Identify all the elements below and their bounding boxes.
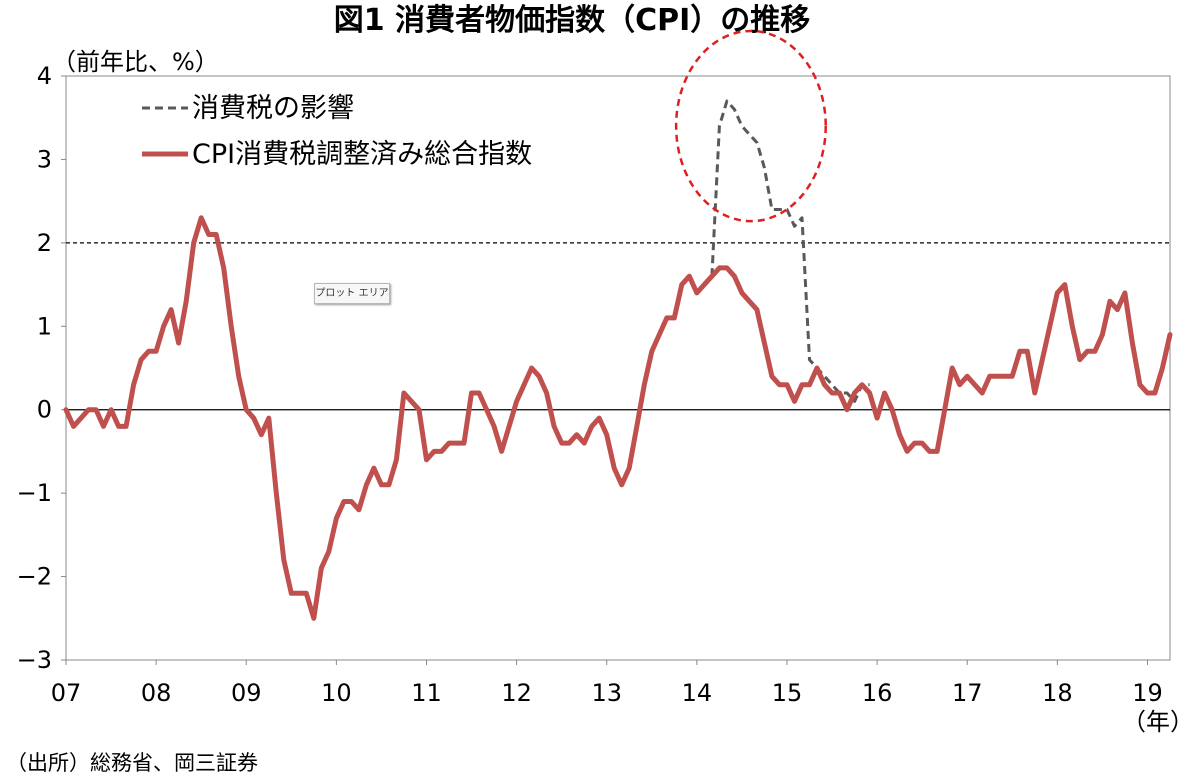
plot-area [65,75,1171,661]
x-tick-label: 16 [862,679,893,707]
x-tick-label: 08 [141,679,172,707]
highlight-annotation [674,29,827,223]
x-tick-label: 13 [591,679,622,707]
y-tick-label: −1 [17,479,52,507]
y-tick-label: −3 [17,646,52,674]
x-tick-label: 17 [952,679,983,707]
x-tick-label: 18 [1042,679,1073,707]
x-tick-label: 07 [51,679,82,707]
x-tick-label: 12 [501,679,532,707]
x-tick-label: 10 [321,679,352,707]
plot-area-tooltip: プロット エリア [314,283,390,304]
x-axis-unit-label: （年） [1122,708,1186,736]
x-tick-label: 09 [231,679,262,707]
x-tick-label: 14 [682,679,713,707]
x-tick-label: 19 [1132,679,1163,707]
y-tick-label: 1 [37,312,52,340]
legend-label: CPI消費税調整済み総合指数 [192,139,532,170]
legend-label: 消費税の影響 [192,93,354,124]
series-line-tax-effect [710,99,870,403]
series-line-cpi-adjusted [63,215,1173,621]
y-tick-label: 0 [37,396,52,424]
y-tick-label: 3 [37,145,52,173]
y-axis-label: （前年比、%） [52,48,219,76]
y-tick-label: 2 [37,229,52,257]
y-tick-label: 4 [37,62,52,90]
reference-lines [66,242,1170,411]
highlight-ellipse [674,29,827,223]
source-note: （出所）総務省、岡三証券 [6,751,258,775]
series-lines [63,99,1173,621]
x-tick-label: 11 [411,679,442,707]
y-tick-label: −2 [17,563,52,591]
legend: 消費税の影響 CPI消費税調整済み総合指数 [142,93,532,170]
chart-title: 図1 消費者物価指数（CPI）の推移 [334,3,810,38]
x-tick-label: 15 [772,679,803,707]
